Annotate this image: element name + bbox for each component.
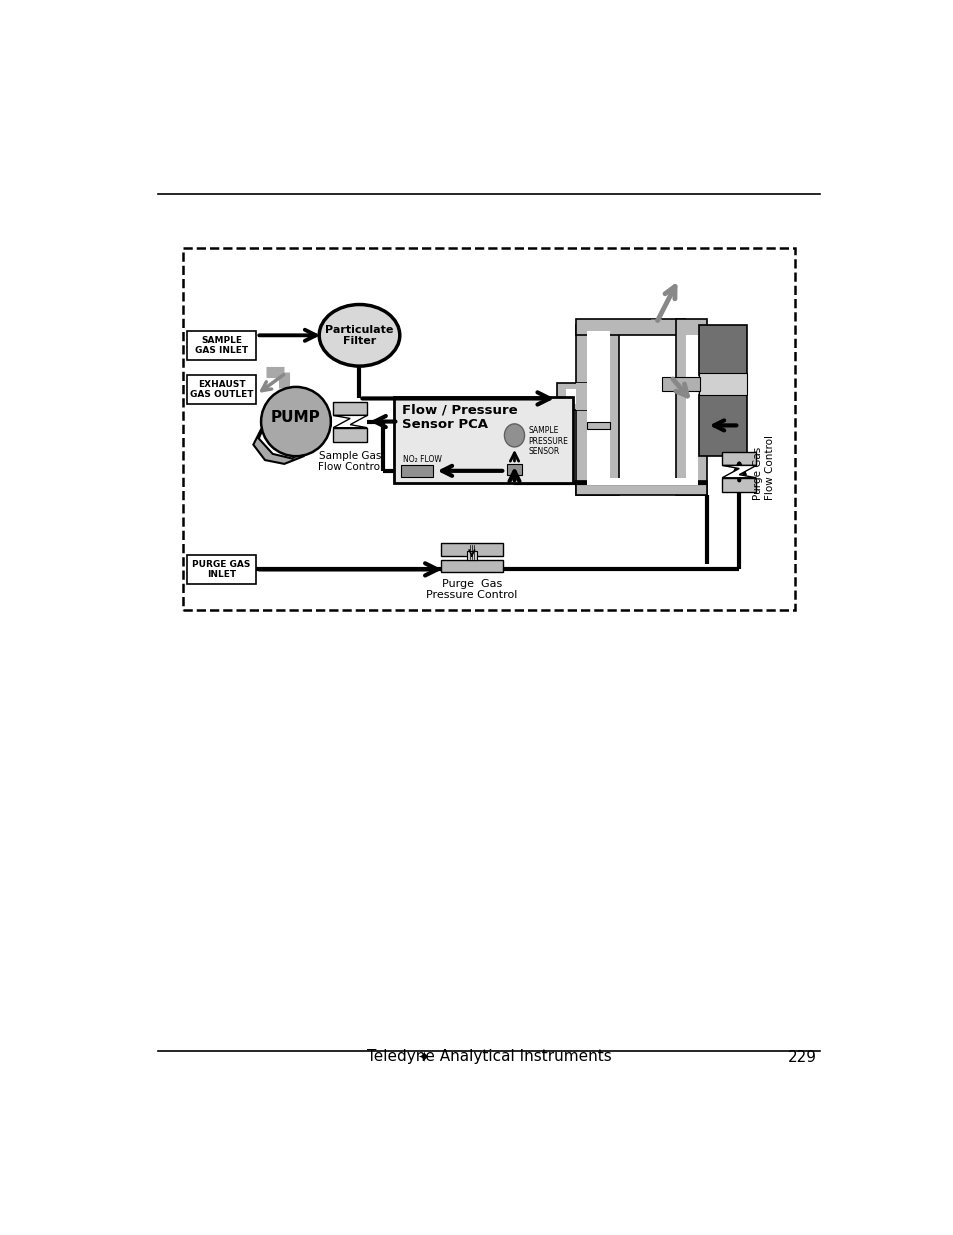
Text: PUMP: PUMP bbox=[271, 410, 320, 425]
Bar bbox=[440, 561, 502, 573]
Bar bbox=[506, 464, 521, 475]
Bar bbox=[333, 427, 367, 442]
Bar bbox=[187, 374, 256, 404]
Text: SAMPLE
PRESSURE
SENSOR: SAMPLE PRESSURE SENSOR bbox=[528, 426, 568, 456]
Bar bbox=[394, 396, 572, 483]
Bar bbox=[566, 389, 578, 404]
Bar bbox=[721, 452, 756, 466]
Bar bbox=[586, 331, 609, 485]
Bar bbox=[576, 480, 706, 495]
Bar bbox=[440, 543, 502, 556]
Text: Purge Gas
Flow Control: Purge Gas Flow Control bbox=[753, 435, 774, 500]
Bar bbox=[187, 331, 256, 359]
Bar bbox=[576, 319, 684, 335]
Circle shape bbox=[261, 387, 331, 456]
Bar bbox=[187, 555, 256, 584]
Text: NO₂ FLOW
SENSOR: NO₂ FLOW SENSOR bbox=[402, 454, 441, 474]
Bar bbox=[699, 395, 746, 456]
Text: Flow / Pressure
Sensor PCA: Flow / Pressure Sensor PCA bbox=[402, 403, 517, 431]
Text: 229: 229 bbox=[787, 1050, 816, 1065]
Bar bbox=[661, 377, 700, 390]
Bar bbox=[586, 421, 609, 430]
Bar bbox=[586, 478, 685, 485]
Text: ✦: ✦ bbox=[417, 1050, 430, 1065]
Bar bbox=[576, 325, 618, 495]
Text: Particulate
Filter: Particulate Filter bbox=[325, 325, 394, 346]
Bar bbox=[576, 383, 586, 410]
Bar bbox=[675, 319, 706, 495]
Text: Sample Gas
Flow Control: Sample Gas Flow Control bbox=[317, 451, 382, 473]
Bar bbox=[183, 248, 794, 610]
Bar bbox=[467, 551, 476, 561]
Polygon shape bbox=[253, 417, 331, 464]
Bar bbox=[699, 325, 746, 375]
Polygon shape bbox=[721, 466, 756, 478]
Text: EXHAUST
GAS OUTLET: EXHAUST GAS OUTLET bbox=[190, 379, 253, 399]
Bar bbox=[400, 464, 433, 477]
Text: SAMPLE
GAS INLET: SAMPLE GAS INLET bbox=[194, 336, 248, 354]
Bar bbox=[333, 401, 367, 415]
Bar bbox=[721, 478, 756, 492]
Bar bbox=[699, 373, 746, 395]
Bar bbox=[685, 335, 698, 485]
Text: Purge  Gas
Pressure Control: Purge Gas Pressure Control bbox=[426, 579, 517, 600]
Ellipse shape bbox=[504, 424, 524, 447]
Text: PURGE GAS
INLET: PURGE GAS INLET bbox=[193, 559, 251, 579]
Polygon shape bbox=[333, 415, 367, 427]
Bar bbox=[557, 383, 587, 410]
Text: Teledyne Analytical Instruments: Teledyne Analytical Instruments bbox=[366, 1050, 611, 1065]
Ellipse shape bbox=[319, 305, 399, 366]
